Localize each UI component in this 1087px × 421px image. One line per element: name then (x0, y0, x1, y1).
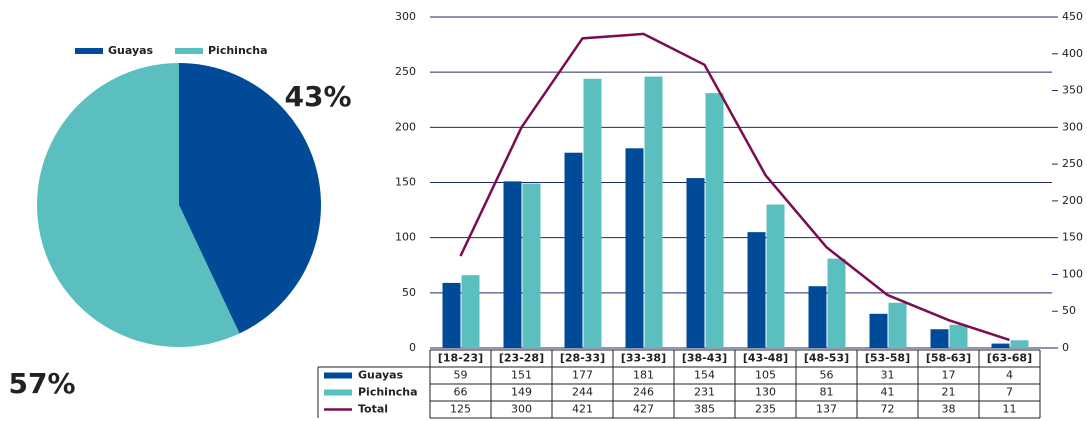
table-value: 137 (816, 403, 837, 416)
y2-tick-label: 150 (1062, 231, 1083, 244)
y-tick-label: 250 (395, 65, 416, 78)
table-value: 7 (1006, 386, 1013, 399)
y-tick-label: 200 (395, 120, 416, 133)
y2-tick-label: 100 (1062, 267, 1083, 280)
y-tick-label: 100 (395, 231, 416, 244)
y2-tick-label: 200 (1062, 194, 1083, 207)
table-value: 59 (454, 369, 468, 382)
y2-tick-label: 0 (1062, 341, 1069, 354)
legend-swatch (175, 48, 203, 54)
table-value: 41 (881, 386, 895, 399)
y2-tick-label: 250 (1062, 157, 1083, 170)
x-tick-label: [28-33] (560, 352, 605, 365)
x-tick-label: [53-58] (865, 352, 910, 365)
bar (747, 232, 766, 348)
bar (888, 302, 907, 348)
bar (930, 329, 949, 348)
y2-tick-label: 450 (1062, 10, 1083, 23)
y2-tick-label: 300 (1062, 120, 1083, 133)
x-tick-label: [43-48] (743, 352, 788, 365)
bar (625, 148, 644, 348)
pie-slice (37, 62, 240, 347)
table-value: 149 (511, 386, 532, 399)
x-tick-label: [33-38] (621, 352, 666, 365)
x-tick-label: [58-63] (926, 352, 971, 365)
table-value: 72 (881, 403, 895, 416)
bar (564, 152, 583, 348)
y2-tick-label: 350 (1062, 84, 1083, 97)
table-value: 11 (1003, 403, 1017, 416)
legend-swatch (324, 389, 352, 396)
pie-label: 57% (8, 367, 75, 400)
x-tick-label: [23-28] (499, 352, 544, 365)
table-value: 246 (633, 386, 654, 399)
legend-label: Guayas (358, 369, 404, 382)
bar (442, 282, 461, 348)
table-value: 177 (572, 369, 593, 382)
legend-swatch (324, 372, 352, 379)
bar (869, 313, 888, 348)
legend-label: Total (358, 403, 388, 416)
table-value: 154 (694, 369, 715, 382)
x-tick-label: [38-43] (682, 352, 727, 365)
table-value: 231 (694, 386, 715, 399)
bar (1010, 340, 1029, 348)
legend-label: Pichincha (358, 386, 418, 399)
bar (522, 183, 541, 348)
table-value: 81 (820, 386, 834, 399)
y2-tick-label: 50 (1062, 304, 1076, 317)
x-tick-label: [63-68] (987, 352, 1032, 365)
table-value: 125 (450, 403, 471, 416)
table-value: 17 (942, 369, 956, 382)
table-value: 181 (633, 369, 654, 382)
y-tick-label: 300 (395, 10, 416, 23)
legend-swatch (75, 48, 103, 54)
table-value: 421 (572, 403, 593, 416)
bar (949, 324, 968, 348)
table-value: 235 (755, 403, 776, 416)
bar (705, 93, 724, 348)
y2-tick-label: 400 (1062, 47, 1083, 60)
legend-label: Pichincha (208, 44, 268, 57)
table-value: 244 (572, 386, 593, 399)
y-tick-label: 50 (402, 286, 416, 299)
table-value: 385 (694, 403, 715, 416)
table-value: 4 (1006, 369, 1013, 382)
y-tick-label: 0 (409, 341, 416, 354)
bar (461, 275, 480, 348)
table-value: 66 (454, 386, 468, 399)
legend-label: Guayas (108, 44, 154, 57)
table-value: 56 (820, 369, 834, 382)
y-tick-label: 150 (395, 176, 416, 189)
bar (503, 181, 522, 348)
pie-label: 43% (284, 80, 351, 113)
bar (583, 78, 602, 348)
pie-slice (179, 63, 321, 334)
table-value: 31 (881, 369, 895, 382)
total-line (459, 32, 1010, 342)
bar (827, 258, 846, 348)
table-value: 130 (755, 386, 776, 399)
bar (766, 204, 785, 348)
table-value: 427 (633, 403, 654, 416)
bar (686, 178, 705, 348)
table-value: 151 (511, 369, 532, 382)
table-value: 21 (942, 386, 956, 399)
bar (808, 286, 827, 348)
x-tick-label: [48-53] (804, 352, 849, 365)
table-value: 38 (942, 403, 956, 416)
bar (991, 343, 1010, 348)
bar (644, 76, 663, 348)
table-value: 105 (755, 369, 776, 382)
x-tick-label: [18-23] (438, 352, 483, 365)
table-value: 300 (511, 403, 532, 416)
